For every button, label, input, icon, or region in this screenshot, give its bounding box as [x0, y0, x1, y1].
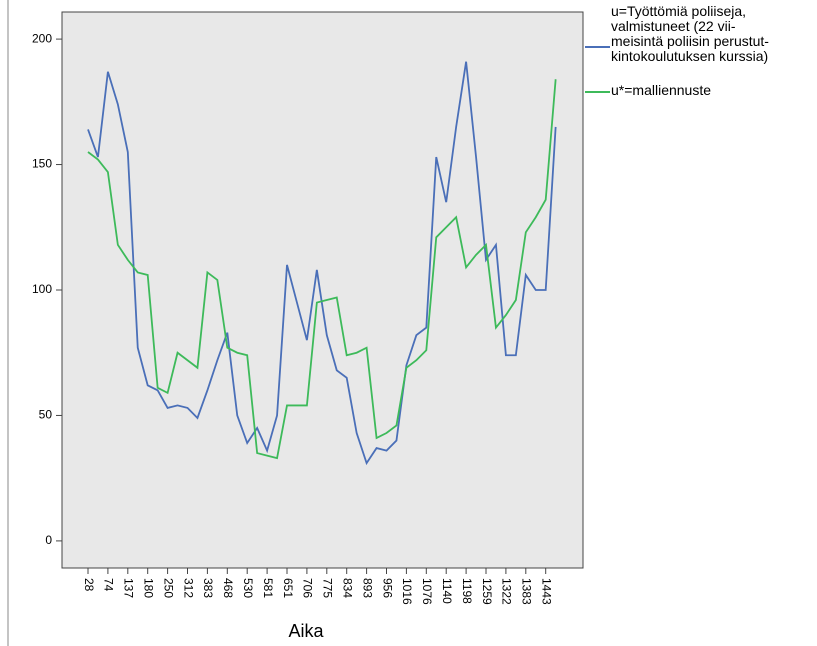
- series-line: [87, 79, 557, 460]
- x-tick-label: 28: [82, 578, 96, 592]
- series-line: [87, 61, 557, 466]
- x-tick-label: 1076: [420, 578, 434, 605]
- x-tick-label: 893: [360, 578, 374, 598]
- plot-area: [61, 11, 584, 569]
- x-tick-label: 956: [380, 578, 394, 598]
- legend-label: u=Työttömiä poliiseja, valmistuneet (22 …: [611, 3, 769, 64]
- x-tick-label: 74: [102, 578, 116, 592]
- x-tick-label: 530: [241, 578, 255, 598]
- x-tick-label: 775: [321, 578, 335, 598]
- x-tick-label: 468: [221, 578, 235, 598]
- x-tick-label: 1140: [440, 578, 454, 604]
- y-tick-label: 0: [45, 533, 52, 547]
- x-tick-label: 312: [181, 578, 195, 598]
- x-tick-label: 834: [341, 578, 355, 598]
- y-tick-label: 100: [32, 282, 52, 296]
- x-tick-label: 581: [261, 578, 275, 598]
- x-tick-label: 706: [301, 578, 315, 598]
- x-tick-label: 1383: [520, 578, 534, 605]
- x-tick-label: 1443: [540, 578, 554, 605]
- x-tick-label: 383: [201, 578, 215, 598]
- y-tick-label: 50: [39, 408, 53, 422]
- x-axis-label: Aika: [288, 621, 324, 641]
- x-tick-label: 1259: [480, 578, 494, 605]
- x-tick-label: 1322: [500, 578, 514, 605]
- y-tick-label: 150: [32, 157, 52, 171]
- x-tick-label: 137: [122, 578, 136, 598]
- x-tick-label: 180: [142, 578, 156, 598]
- x-tick-label: 250: [161, 578, 175, 598]
- legend-label: u*=malliennuste: [611, 82, 712, 98]
- x-tick-label: 1198: [460, 578, 474, 604]
- y-tick-label: 200: [32, 31, 52, 45]
- x-tick-label: 1016: [400, 578, 414, 605]
- x-tick-label: 651: [281, 578, 295, 598]
